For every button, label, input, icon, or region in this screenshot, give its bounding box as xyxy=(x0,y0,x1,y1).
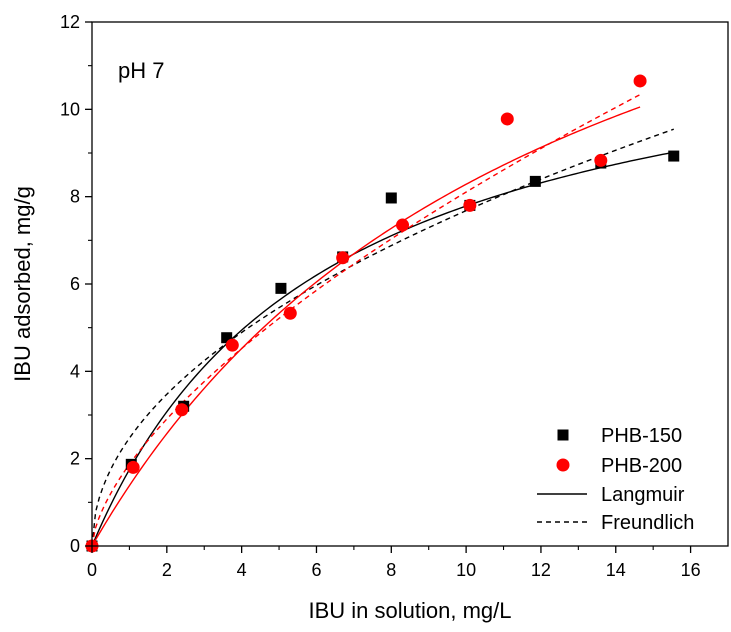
legend-label: PHB-200 xyxy=(601,455,682,477)
phb-200-point xyxy=(463,198,477,212)
phb-150-point xyxy=(385,192,397,204)
x-tick-label: 0 xyxy=(87,560,97,580)
fit-curves xyxy=(91,93,674,547)
phb-150-langmuir-fit xyxy=(91,151,674,547)
phb-150-point xyxy=(668,150,680,162)
legend-label: Langmuir xyxy=(601,484,685,506)
annotation-ph: pH 7 xyxy=(118,58,164,83)
y-tick-label: 12 xyxy=(60,12,80,32)
y-tick-label: 10 xyxy=(60,99,80,119)
legend-circle-marker xyxy=(556,458,570,472)
phb-150-freundlich-fit xyxy=(91,128,674,547)
x-tick-label: 12 xyxy=(531,560,551,580)
phb-200-point xyxy=(283,306,297,320)
legend-label: Freundlich xyxy=(601,512,694,534)
x-tick-label: 8 xyxy=(386,560,396,580)
x-tick-label: 10 xyxy=(456,560,476,580)
phb-200-point xyxy=(594,153,608,167)
phb-150-point xyxy=(275,282,287,294)
phb-150-point xyxy=(529,175,541,187)
y-axis-title: IBU adsorbed, mg/g xyxy=(10,186,35,382)
legend-label: PHB-150 xyxy=(601,425,682,447)
x-tick-label: 2 xyxy=(162,560,172,580)
legend: PHB-150 PHB-200 Langmuir Freundlich xyxy=(537,425,694,534)
phb-200-point xyxy=(396,218,410,232)
phb-200-point xyxy=(500,112,514,126)
phb-200-point xyxy=(175,403,189,417)
phb-200-point xyxy=(225,338,239,352)
y-tick-label: 4 xyxy=(70,361,80,381)
x-tick-label: 4 xyxy=(237,560,247,580)
y-tick-label: 6 xyxy=(70,274,80,294)
phb-150-point xyxy=(221,332,233,344)
y-tick-label: 0 xyxy=(70,536,80,556)
phb-200-point xyxy=(336,251,350,265)
legend-square-marker xyxy=(557,429,569,441)
phb-200-point xyxy=(633,74,647,88)
y-tick-label: 2 xyxy=(70,449,80,469)
x-tick-label: 14 xyxy=(606,560,626,580)
x-axis-title: IBU in solution, mg/L xyxy=(309,598,512,623)
phb-200-point xyxy=(126,460,140,474)
data-points xyxy=(85,74,680,553)
x-tick-label: 16 xyxy=(681,560,701,580)
x-tick-label: 6 xyxy=(311,560,321,580)
axis-ticks: 0 2 4 6 8 10 12 14 16 0 2 4 6 8 10 12 xyxy=(60,12,701,580)
phb-200-freundlich-fit xyxy=(91,93,641,547)
y-tick-label: 8 xyxy=(70,187,80,207)
